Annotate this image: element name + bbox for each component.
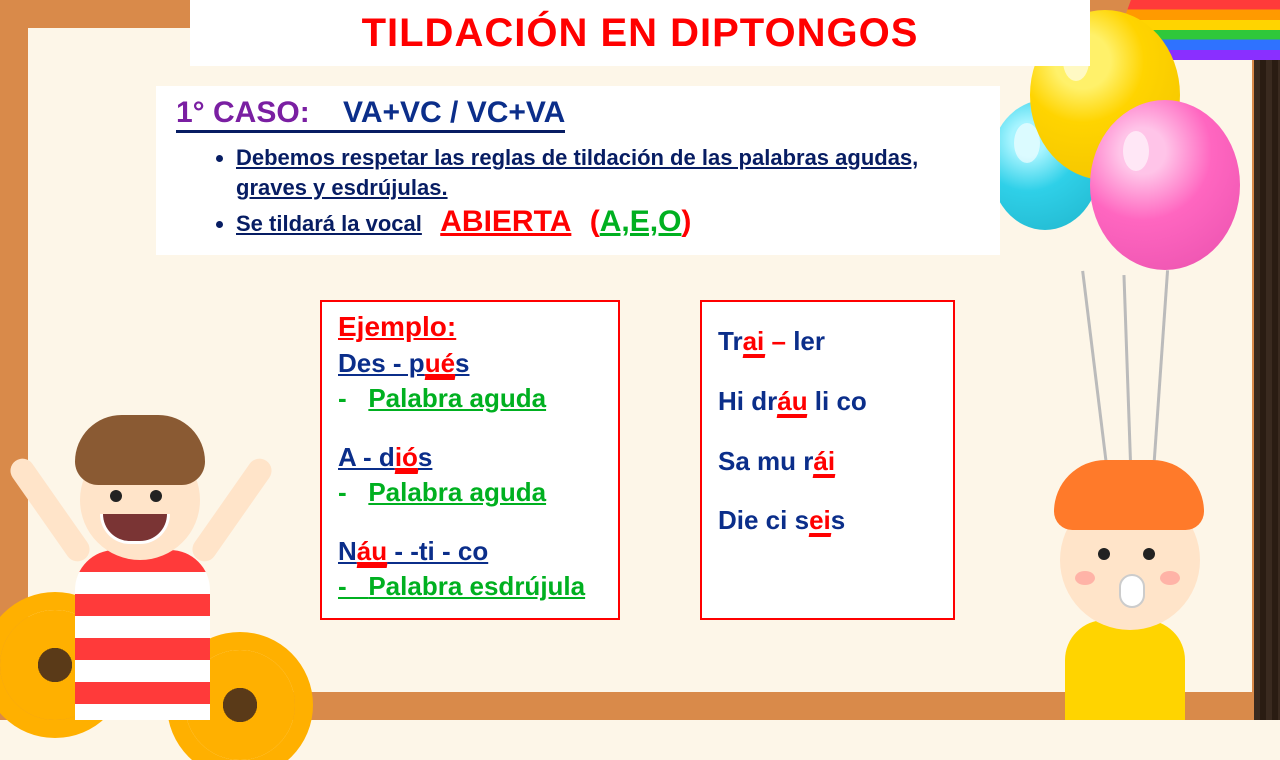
word-pre: Des - p (338, 348, 425, 378)
paren-close: ) (681, 205, 691, 238)
word-diphthong: ei (809, 505, 831, 535)
title-banner: TILDACIÓN EN DIPTONGOS (190, 0, 1090, 66)
case-heading: 1° CASO: VA+VC / VC+VA (176, 96, 565, 133)
example-type: - Palabra aguda (338, 475, 602, 510)
word-pre: A - d (338, 442, 395, 472)
word-post: - -ti - co (387, 536, 488, 566)
kid-right-icon (1020, 470, 1240, 720)
rule-text: Se tildará la vocal (236, 211, 422, 236)
word-diphthong: – (764, 326, 793, 356)
case-label: 1° CASO: (176, 96, 310, 129)
example-type: - Palabra esdrújula (338, 569, 602, 604)
paren-open: ( (590, 205, 600, 238)
page-title: TILDACIÓN EN DIPTONGOS (362, 11, 919, 56)
case-formula: VA+VC / VC+VA (343, 96, 565, 129)
word-diphthong: ué (425, 348, 455, 378)
example-type: - Palabra aguda (338, 381, 602, 416)
rule-item: Se tildará la vocal ABIERTA (A,E,O) (236, 202, 980, 243)
rule-text: Debemos respetar las reglas de tildación… (236, 145, 918, 200)
rules-list: Debemos respetar las reglas de tildación… (236, 143, 980, 243)
word-part: dr (751, 386, 777, 416)
word-part: Tr (718, 326, 743, 356)
word-part: Sa mu r (718, 446, 813, 476)
example-word: Náu - -ti - co (338, 534, 602, 569)
example-word: Trai – ler (718, 312, 937, 372)
word-post: s (455, 348, 469, 378)
word-part: ler (793, 326, 825, 356)
word-diphthong: áu (777, 386, 807, 416)
type-label: Palabra aguda (368, 383, 546, 413)
example-word: A - diós (338, 440, 602, 475)
right-dark-edge (1254, 0, 1280, 720)
word-part: Hi (718, 386, 751, 416)
example-heading: Ejemplo: (338, 308, 602, 346)
word-diphthong: ai (743, 326, 765, 356)
word-diphthong: ió (395, 442, 418, 472)
word-diphthong: áu (357, 536, 387, 566)
aeo-letters: A,E,O (600, 205, 682, 238)
type-label: Palabra aguda (368, 477, 546, 507)
word-part: li co (808, 386, 867, 416)
word-post: s (418, 442, 432, 472)
example-word: Die ci seis (718, 491, 937, 551)
example-word: Sa mu rái (718, 432, 937, 492)
kid-left-icon (20, 400, 250, 720)
example-word: Hi dráu li co (718, 372, 937, 432)
word-diphthong: ái (813, 446, 835, 476)
example-box-left: Ejemplo: Des - pués - Palabra aguda A - … (320, 300, 620, 620)
example-box-right: Trai – lerHi dráu li coSa mu ráiDie ci s… (700, 300, 955, 620)
word-part: Die ci s (718, 505, 809, 535)
type-label: Palabra esdrújula (368, 571, 585, 601)
content-card: 1° CASO: VA+VC / VC+VA Debemos respetar … (156, 86, 1000, 255)
word-part: s (831, 505, 845, 535)
rule-item: Debemos respetar las reglas de tildación… (236, 143, 980, 202)
example-boxes: Ejemplo: Des - pués - Palabra aguda A - … (320, 300, 955, 620)
example-word: Des - pués (338, 346, 602, 381)
abierta-word: ABIERTA (440, 205, 571, 238)
word-pre: N (338, 536, 357, 566)
balloon-pink-icon (1090, 100, 1240, 270)
